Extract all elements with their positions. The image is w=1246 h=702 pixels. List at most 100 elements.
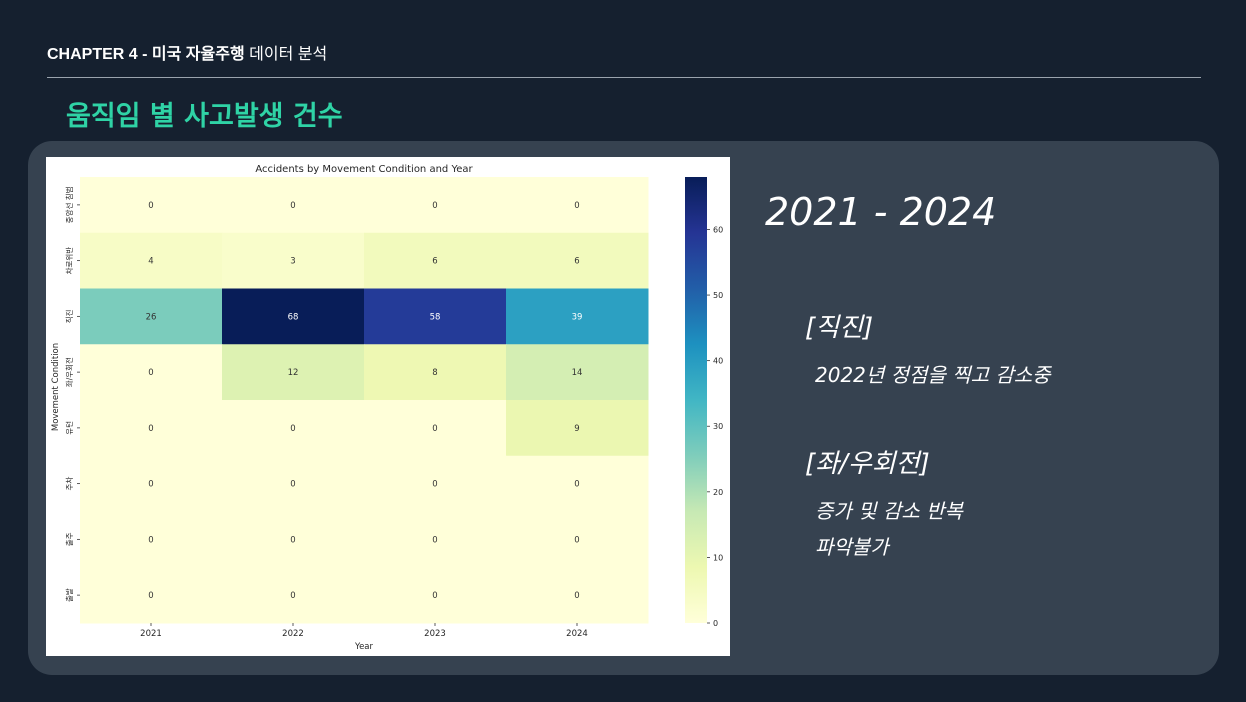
- heatmap-cell: [80, 455, 223, 512]
- heatmap-cell-label: 3: [290, 257, 295, 267]
- heatmap-chart-container: Accidents by Movement Condition and Year…: [46, 157, 730, 656]
- heatmap-cell: [222, 455, 365, 512]
- heatmap-cell: [222, 177, 365, 234]
- section-turn-text: 증가 및 감소 반복 파악불가: [815, 493, 963, 565]
- heatmap-cell-label: 0: [574, 480, 579, 490]
- heatmap-cell-label: 0: [290, 424, 295, 434]
- colorbar-tick-label: 30: [713, 422, 723, 431]
- heatmap-chart: Accidents by Movement Condition and Year…: [51, 164, 723, 652]
- y-tick-label: 출발: [64, 588, 74, 602]
- colorbar-tick-label: 0: [713, 619, 718, 628]
- heatmap-cell-label: 14: [572, 368, 583, 378]
- heatmap-cell-label: 0: [148, 591, 153, 601]
- y-tick-label: 유턴: [64, 421, 74, 435]
- y-tick-label: 출주: [64, 532, 74, 546]
- heatmap-cell: [222, 232, 365, 289]
- heatmap-cell: [222, 400, 365, 457]
- header-divider: [47, 77, 1201, 78]
- heatmap-cell: [364, 455, 507, 512]
- heatmap-cell-label: 12: [288, 368, 299, 378]
- heatmap-cell: [222, 511, 365, 568]
- heatmap-cell: [364, 232, 507, 289]
- heatmap-cell: [80, 511, 223, 568]
- heatmap-cell: [364, 511, 507, 568]
- heatmap-cell: [222, 288, 365, 345]
- y-axis-label: Movement Condition: [51, 343, 61, 431]
- slide-title: 움직임 별 사고발생 건수: [66, 101, 343, 132]
- heatmap-cell: [222, 344, 365, 401]
- x-tick-label: 2021: [140, 629, 162, 639]
- heatmap-cell: [80, 288, 223, 345]
- colorbar-tick-label: 10: [713, 553, 723, 562]
- heatmap-cell-label: 0: [148, 368, 153, 378]
- heatmap-cell-label: 6: [574, 257, 579, 267]
- heatmap-cell-label: 26: [146, 312, 157, 322]
- section-turn-line: 파악불가: [815, 535, 889, 559]
- heatmap-cell-label: 0: [148, 201, 153, 211]
- heatmap-cell: [506, 511, 649, 568]
- section-straight-text: 2022년 정점을 찍고 감소중: [815, 363, 1051, 387]
- chapter-heading-rest: 데이터 분석: [249, 46, 328, 63]
- heatmap-cell: [364, 400, 507, 457]
- heatmap-cell-label: 0: [432, 591, 437, 601]
- heatmap-cell-label: 0: [432, 535, 437, 545]
- y-tick-label: 중앙선 침범: [64, 186, 74, 223]
- heatmap-cell: [364, 288, 507, 345]
- heatmap-cell: [222, 567, 365, 624]
- colorbar-tick-label: 60: [713, 225, 723, 234]
- section-straight-title: [직진]: [805, 313, 874, 343]
- heatmap-cell-label: 39: [572, 312, 583, 322]
- colorbar-tick-label: 20: [713, 488, 723, 497]
- chapter-heading-bold: CHAPTER 4 - 미국 자율주행: [47, 46, 245, 63]
- heatmap-cell-label: 0: [574, 591, 579, 601]
- heatmap-cell-label: 9: [574, 424, 579, 434]
- y-tick-label: 좌/우회전: [64, 357, 74, 387]
- heatmap-cell-label: 0: [290, 591, 295, 601]
- heatmap-cell-label: 4: [148, 257, 153, 267]
- x-tick-label: 2023: [424, 629, 446, 639]
- heatmap-cell-label: 0: [432, 480, 437, 490]
- heatmap-cell-label: 58: [430, 312, 441, 322]
- heatmap-cell-label: 0: [290, 201, 295, 211]
- heatmap-cell-label: 8: [432, 368, 437, 378]
- chart-title: Accidents by Movement Condition and Year: [255, 164, 473, 175]
- heatmap-cell: [506, 232, 649, 289]
- heatmap-cell: [506, 400, 649, 457]
- x-axis-label: Year: [354, 642, 374, 652]
- heatmap-cell-label: 0: [290, 480, 295, 490]
- heatmap-cell-label: 0: [574, 201, 579, 211]
- heatmap-cell-label: 0: [574, 535, 579, 545]
- colorbar-tick-label: 40: [713, 357, 723, 366]
- heatmap-cell: [80, 232, 223, 289]
- heatmap-cell-label: 0: [432, 424, 437, 434]
- heatmap-cell: [80, 177, 223, 234]
- heatmap-cell-label: 0: [148, 424, 153, 434]
- year-range-text: 2021 - 2024: [765, 190, 997, 234]
- y-tick-label: 주차: [65, 477, 74, 491]
- heatmap-cell: [364, 567, 507, 624]
- heatmap-cell-label: 6: [432, 257, 437, 267]
- heatmap-cell: [364, 344, 507, 401]
- heatmap-cell: [80, 567, 223, 624]
- y-tick-label: 직진: [64, 309, 74, 323]
- heatmap-cell-label: 68: [288, 312, 299, 322]
- heatmap-cell: [506, 177, 649, 234]
- heatmap-cell: [506, 344, 649, 401]
- x-tick-label: 2022: [282, 629, 304, 639]
- heatmap-cell: [506, 288, 649, 345]
- heatmap-cell-label: 0: [148, 535, 153, 545]
- heatmap-cell: [80, 400, 223, 457]
- heatmap-cell-label: 0: [290, 535, 295, 545]
- heatmap-cell-label: 0: [432, 201, 437, 211]
- section-turn-line: 증가 및 감소 반복: [815, 499, 963, 523]
- heatmap-cell: [506, 567, 649, 624]
- x-tick-label: 2024: [566, 629, 588, 639]
- heatmap-cell: [506, 455, 649, 512]
- heatmap-cell: [364, 177, 507, 234]
- heatmap-cell-label: 0: [148, 480, 153, 490]
- colorbar: [685, 177, 707, 623]
- heatmap-cell: [80, 344, 223, 401]
- chapter-heading: CHAPTER 4 - 미국 자율주행 데이터 분석: [47, 40, 327, 64]
- y-tick-label: 차로위반: [65, 247, 74, 275]
- section-turn-title: [좌/우회전]: [805, 449, 930, 479]
